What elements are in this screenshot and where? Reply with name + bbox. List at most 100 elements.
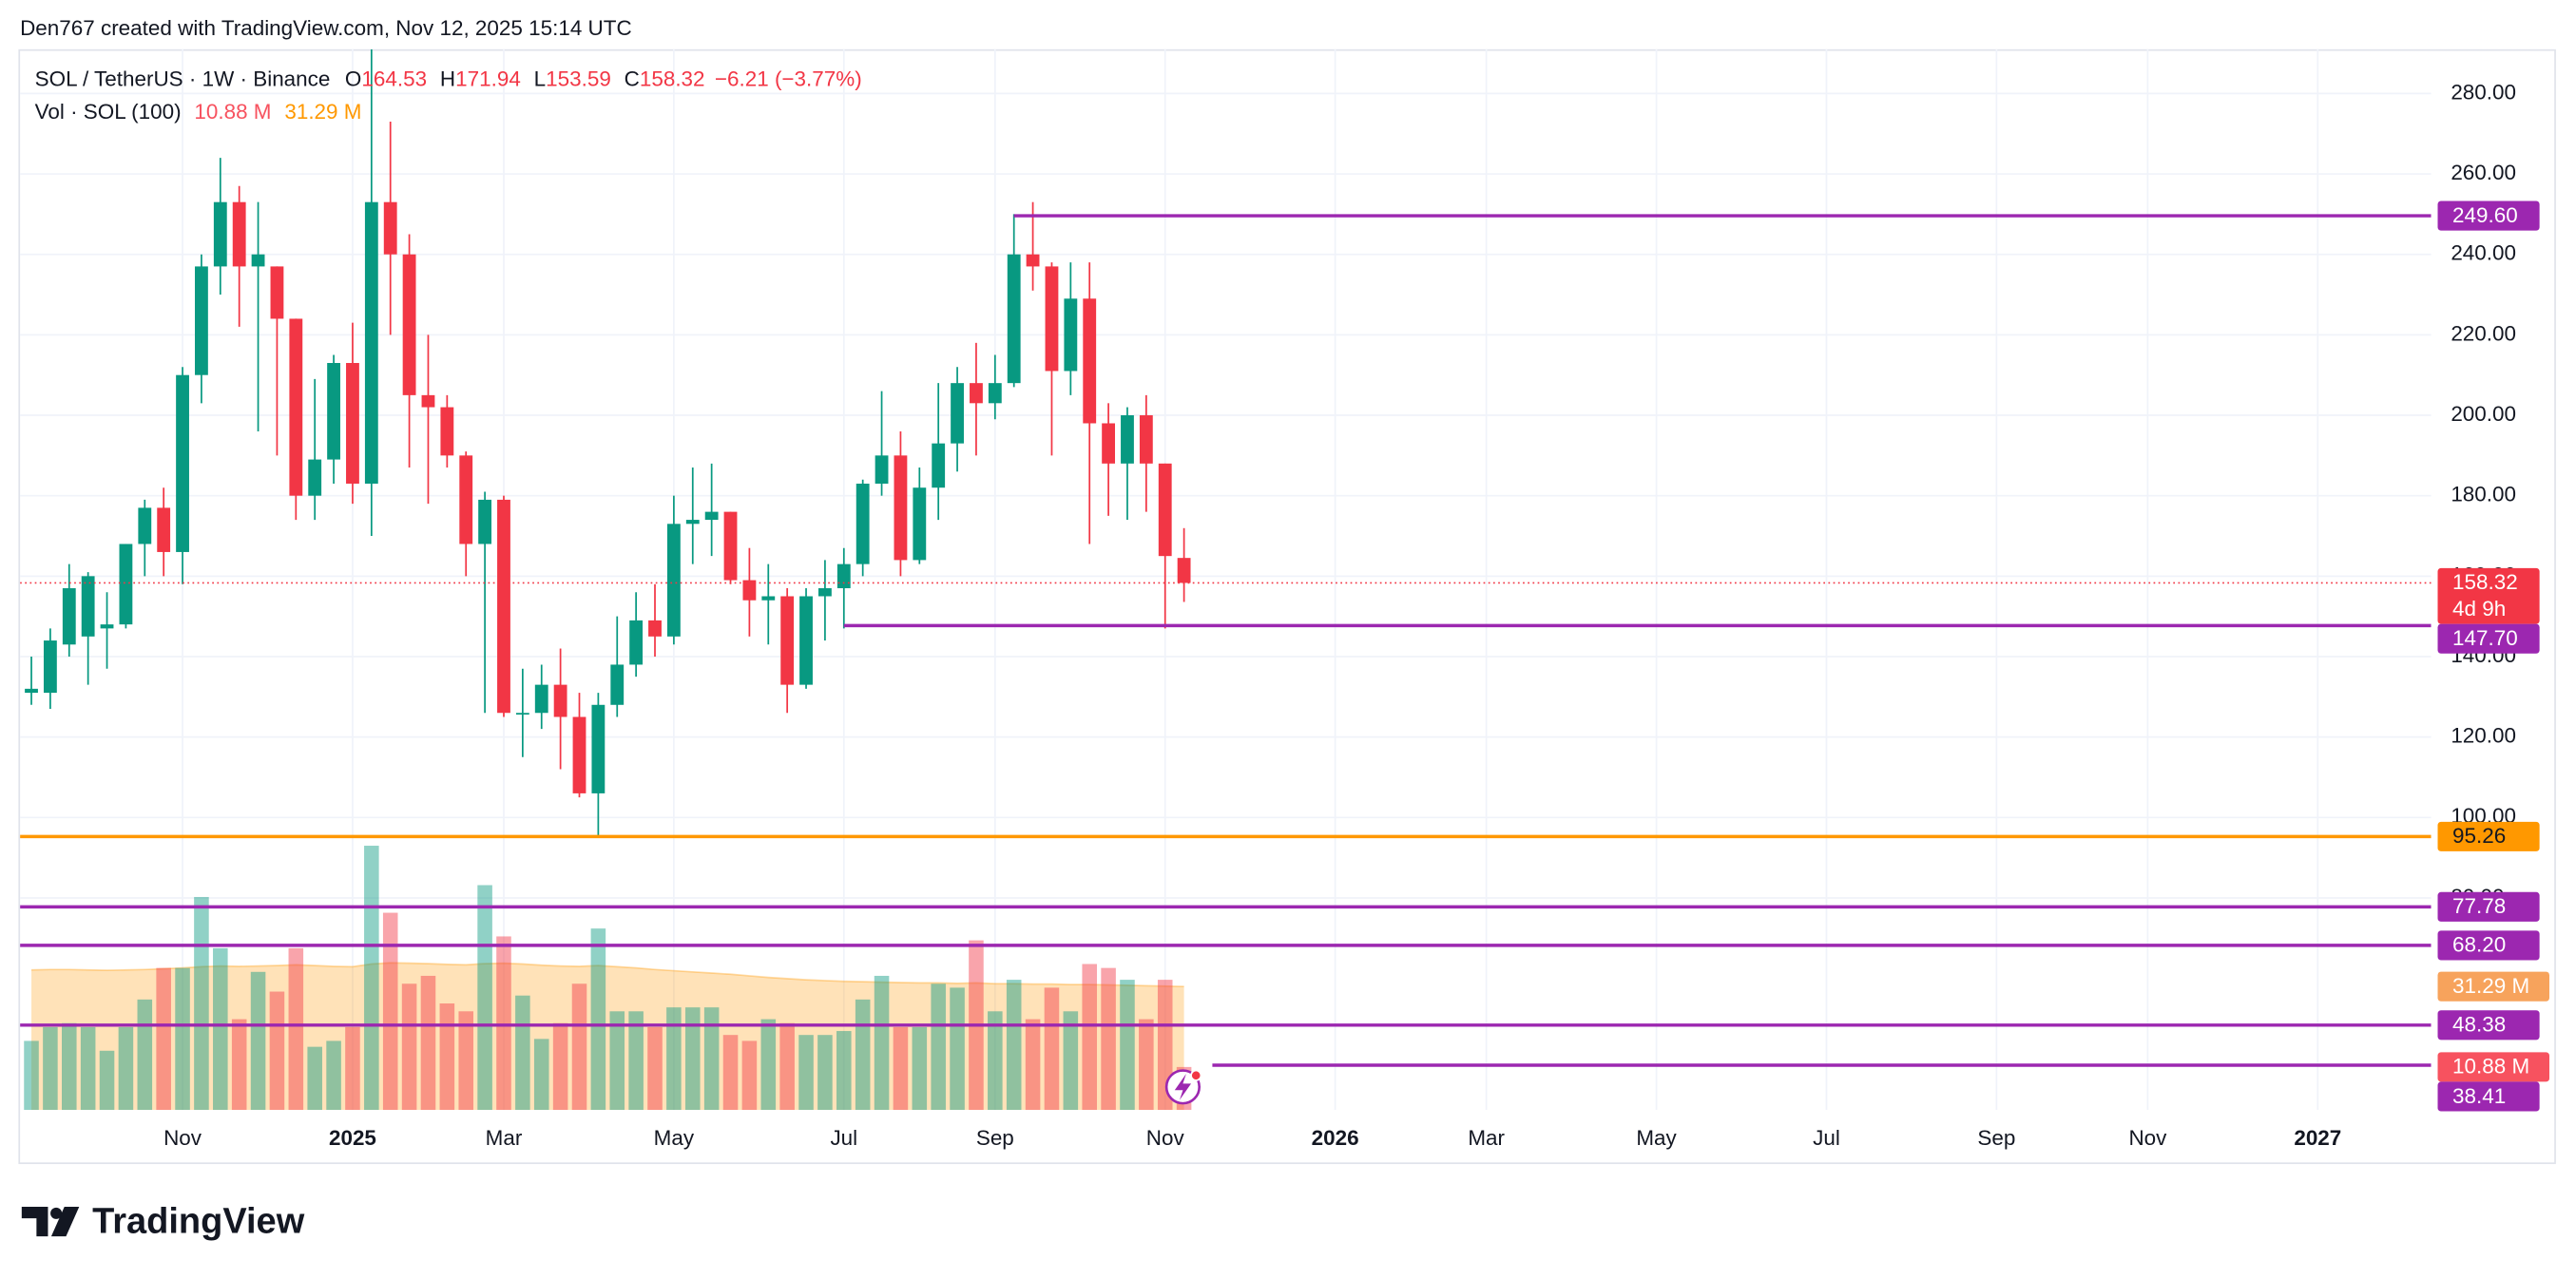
close-key: C [625,67,640,91]
volume-bar [1025,1019,1041,1111]
volume-bar [950,987,965,1111]
axis-label: 249.60 [2452,203,2518,227]
candle-body [799,596,813,685]
volume-bar [722,1035,739,1111]
candle-body [1121,415,1134,464]
brand-logo[interactable]: TradingView [21,1201,305,1241]
volume-bar [458,1011,474,1111]
volume-bar [43,1026,58,1111]
logo-slash[interactable] [50,1206,80,1237]
y-tick-label: 280.00 [2451,80,2516,104]
axis-label-box [2437,930,2540,961]
low-value: 153.59 [546,67,611,91]
volume-bar [931,983,946,1111]
x-tick-label: Sep [1977,1126,2015,1150]
volume-value: 10.88 M [194,100,271,124]
candle-body [742,580,757,601]
axis-label-box [2437,891,2540,922]
axis-label: 31.29 M [2452,974,2529,998]
volume-bar [760,1019,777,1111]
axis-label: 38.41 [2452,1084,2506,1108]
candle-body [951,383,964,444]
plot-area [20,48,2432,1111]
volume-bar [118,1026,134,1111]
volume-bar [175,967,190,1111]
candle-body [610,664,625,705]
volume-bar [288,947,304,1111]
volume-bar [194,896,209,1111]
volume-bar [1101,967,1116,1111]
volume-bar [213,947,228,1111]
candle-body [213,201,227,267]
low-key: L [534,67,547,91]
volume-bar [817,1035,833,1111]
volume-bar [137,999,153,1111]
x-tick-label: 2027 [2294,1126,2341,1150]
volume-bar [269,991,285,1111]
candle-body [913,487,927,561]
volume-bar [250,971,266,1111]
alert-icon[interactable] [1164,1069,1202,1105]
volume-bar [533,1039,549,1111]
axis-label: 77.78 [2452,894,2506,918]
candle-body [25,688,38,694]
volume-bar [62,1022,77,1111]
volume-bar [590,928,606,1111]
candle-body [459,455,473,544]
volume-bar [24,1040,39,1111]
volume-bar [874,975,890,1111]
open-value: 164.53 [361,67,427,91]
candle-body [1158,463,1172,557]
alert-bolt[interactable] [1174,1074,1192,1100]
candle-body [62,588,76,645]
candle-body [572,716,586,793]
candle-body [894,455,908,561]
volume-bar [609,1011,625,1111]
candle-body [761,596,776,601]
axis-label-box [2437,623,2540,654]
logo-mark[interactable] [21,1206,48,1237]
volume-bar [345,1026,360,1111]
candle-body [855,483,870,564]
volume-bar [552,1022,568,1111]
open-key: O [345,67,361,91]
axis-label: 147.70 [2452,626,2518,650]
candle-body [421,394,435,408]
alert-dot[interactable] [1190,1069,1202,1081]
candle-body [43,640,57,694]
volume-bar [798,1035,814,1111]
brand-name[interactable]: TradingView [92,1201,305,1241]
axis-label: 10.88 M [2452,1055,2529,1079]
volume-bar [836,1031,852,1111]
volume-bar [988,1011,1003,1111]
candle-body [157,507,171,552]
candle-body [176,374,189,552]
candle-body [1177,558,1191,583]
candle-body [970,383,983,404]
volume-bar [855,999,871,1111]
x-tick-label: Nov [1146,1126,1185,1150]
candle-body [1139,415,1153,464]
candle-body [364,201,378,484]
candle-body [346,362,359,484]
volume-bar [439,1002,455,1111]
change: −6.21 (−3.77%) [715,67,862,91]
x-tick-label: Mar [486,1126,523,1150]
volume-bar [647,1026,663,1111]
y-tick-label: 260.00 [2451,161,2516,184]
volume-bar [1082,964,1097,1111]
x-tick-label: Nov [163,1126,202,1150]
volume-bar [477,885,492,1111]
logo-dot[interactable] [50,1207,63,1219]
volume-bar [779,1022,795,1111]
volume-bar [420,975,436,1111]
x-tick-label: Nov [2128,1126,2167,1150]
candle-body [138,507,152,544]
candle-body [836,563,851,589]
candle-body [875,455,889,484]
candle-body [251,254,265,267]
candle-body [988,383,1002,404]
axis-label: 4d 9h [2452,597,2506,620]
